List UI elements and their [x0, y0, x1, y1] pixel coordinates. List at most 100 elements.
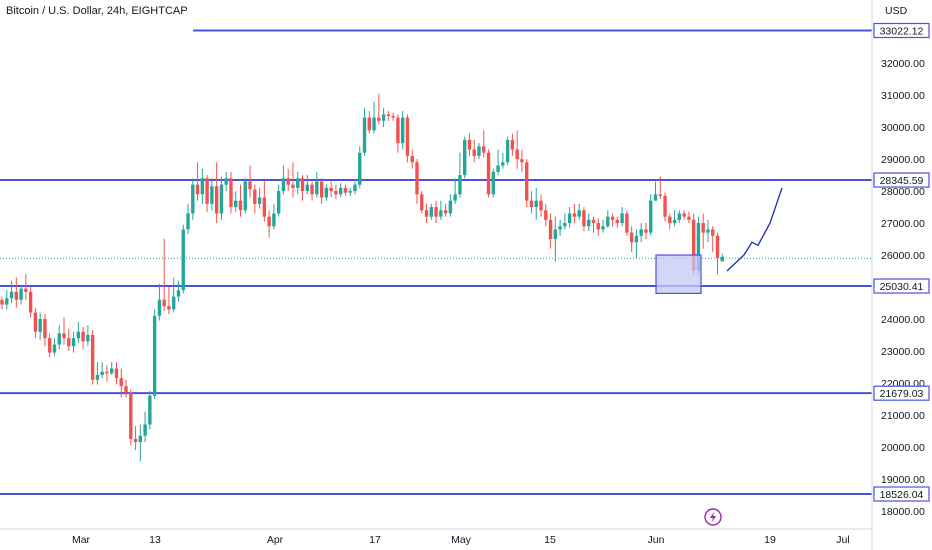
- candle-body: [114, 368, 119, 379]
- y-tick-label: 18000.00: [881, 506, 925, 518]
- candle: [124, 379, 128, 398]
- candle: [133, 426, 138, 451]
- candle: [143, 411, 147, 443]
- candle-body: [195, 184, 200, 195]
- candle-body: [334, 191, 338, 195]
- candle: [629, 226, 634, 252]
- candle-body: [367, 117, 371, 131]
- candle-body: [214, 186, 219, 214]
- candle: [148, 390, 152, 430]
- candle-body: [138, 435, 143, 443]
- candle-body: [448, 200, 453, 214]
- candle-body: [9, 291, 14, 299]
- candle: [515, 130, 519, 169]
- candle-body: [338, 187, 343, 195]
- candle: [19, 285, 23, 305]
- candle: [720, 253, 724, 262]
- candle: [28, 287, 33, 318]
- candle: [243, 178, 247, 214]
- candle: [267, 210, 271, 238]
- candle: [663, 192, 667, 222]
- candle-body: [467, 139, 472, 150]
- candle: [453, 178, 457, 204]
- candle-body: [28, 291, 33, 313]
- candle: [253, 184, 257, 214]
- candle: [5, 290, 9, 310]
- candle-body: [5, 298, 9, 305]
- candle-body: [296, 178, 300, 188]
- candle-body: [167, 306, 171, 310]
- candle-body: [701, 223, 705, 233]
- candle: [672, 210, 677, 227]
- candle-body: [587, 219, 591, 227]
- candle-body: [210, 186, 214, 204]
- candle: [129, 389, 133, 446]
- candle: [634, 229, 639, 259]
- candle: [381, 107, 386, 128]
- y-tick-label: 24000.00: [881, 314, 925, 326]
- x-tick-label: 13: [149, 534, 161, 546]
- candle-body: [706, 229, 710, 233]
- candle: [310, 181, 314, 201]
- candle-body: [191, 184, 195, 214]
- candle-body: [505, 139, 510, 163]
- candle: [195, 162, 200, 201]
- candle-body: [243, 181, 247, 211]
- candle-body: [124, 386, 128, 393]
- candle-body: [48, 338, 52, 353]
- candle-body: [348, 191, 352, 193]
- candle: [219, 176, 224, 220]
- candle: [658, 176, 662, 200]
- candle-body: [453, 194, 457, 201]
- candle-body: [424, 210, 429, 217]
- candle: [100, 362, 104, 379]
- candle: [329, 181, 333, 198]
- x-tick-label: 17: [369, 534, 381, 546]
- candle: [138, 424, 143, 462]
- candle: [315, 171, 319, 198]
- candle-body: [229, 178, 233, 208]
- y-tick-label: 32000.00: [881, 58, 925, 70]
- candle: [229, 171, 233, 214]
- candle: [377, 93, 381, 124]
- candle: [467, 133, 472, 156]
- candle-body: [696, 223, 701, 272]
- candle: [248, 165, 252, 198]
- candle: [701, 213, 705, 249]
- candle: [200, 168, 205, 204]
- candle-body: [33, 312, 38, 332]
- candle: [639, 223, 643, 243]
- candle: [687, 211, 691, 224]
- support-zone-box[interactable]: [655, 254, 702, 294]
- candle-body: [262, 197, 267, 217]
- candle-body: [606, 216, 610, 227]
- candle-body: [248, 181, 252, 190]
- candle: [348, 187, 352, 196]
- candle: [525, 159, 529, 208]
- level-label: 28345.59: [880, 175, 924, 187]
- candle-body: [272, 213, 276, 227]
- x-tick-label: Jun: [648, 534, 665, 546]
- candle: [472, 139, 476, 163]
- x-tick-label: Apr: [267, 534, 284, 546]
- candle: [334, 184, 338, 200]
- lightning-icon[interactable]: [704, 508, 722, 526]
- candle: [234, 191, 238, 212]
- candle: [105, 365, 109, 382]
- candle-body: [434, 207, 438, 217]
- candle: [52, 338, 57, 356]
- y-tick-label: 29000.00: [881, 154, 925, 166]
- candle: [358, 146, 362, 188]
- candle: [95, 362, 100, 385]
- candle: [563, 213, 567, 230]
- projection-path[interactable]: [726, 187, 783, 272]
- candle: [582, 207, 586, 232]
- time-axis: Mar 13 Apr 17 May 15 Jun 19 Jul: [72, 534, 850, 546]
- candle: [90, 330, 95, 385]
- candle-body: [439, 210, 443, 217]
- candle: [410, 149, 414, 169]
- candle-body: [234, 200, 238, 208]
- y-tick-label: 27000.00: [881, 218, 925, 230]
- candle-body: [162, 299, 166, 307]
